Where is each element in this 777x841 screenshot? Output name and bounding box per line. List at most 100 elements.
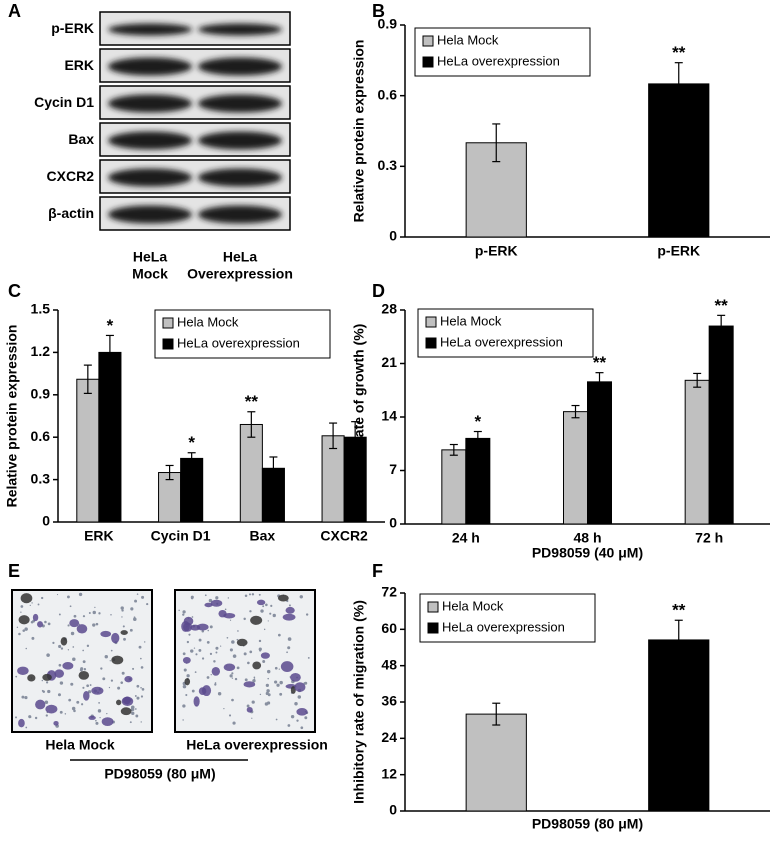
- legend-label: HeLa overexpression: [442, 619, 565, 634]
- y-tick-label: 0: [389, 802, 397, 818]
- speck: [135, 708, 137, 710]
- cell: [20, 593, 33, 604]
- speck: [215, 596, 219, 600]
- panel-label: F: [372, 561, 383, 581]
- cell: [211, 667, 221, 676]
- speck: [58, 644, 62, 649]
- cell: [37, 621, 43, 628]
- speck: [79, 668, 83, 672]
- speck: [236, 638, 239, 641]
- band: [108, 94, 192, 113]
- x-axis-title: PD98059 (80 μM): [532, 816, 643, 832]
- bar: [98, 351, 122, 523]
- speck: [265, 683, 269, 688]
- x-tick-label: ERK: [84, 528, 114, 544]
- cell: [69, 619, 80, 628]
- speck: [286, 651, 288, 654]
- speck: [18, 632, 21, 636]
- speck: [110, 649, 113, 652]
- speck: [274, 680, 278, 684]
- speck: [15, 716, 17, 719]
- cell: [120, 707, 132, 716]
- speck: [231, 672, 234, 675]
- y-tick-label: 0.9: [31, 386, 51, 402]
- speck: [209, 625, 213, 629]
- speck: [132, 667, 135, 670]
- y-tick-label: 24: [381, 729, 397, 745]
- speck: [82, 660, 86, 664]
- speck: [272, 613, 276, 618]
- legend-label: Hela Mock: [440, 313, 502, 328]
- speck: [136, 696, 140, 700]
- cell: [60, 637, 68, 646]
- speck: [37, 603, 40, 606]
- speck: [81, 703, 84, 706]
- speck: [182, 719, 184, 721]
- x-tick-label: p-ERK: [657, 243, 700, 259]
- band: [108, 57, 192, 76]
- speck: [185, 694, 188, 697]
- x-tick-label: 48 h: [573, 530, 601, 546]
- cell: [196, 623, 209, 631]
- speck: [72, 657, 76, 662]
- cell: [246, 706, 253, 713]
- blot-row-label: CXCR2: [47, 168, 95, 184]
- speck: [297, 695, 302, 699]
- speck: [226, 636, 229, 639]
- speck: [227, 597, 230, 599]
- speck: [122, 625, 125, 628]
- lane-label: Overexpression: [187, 266, 293, 282]
- cell: [101, 717, 114, 726]
- bar: [708, 325, 734, 525]
- speck: [44, 620, 47, 624]
- cell: [123, 696, 131, 705]
- speck: [247, 661, 250, 665]
- speck: [260, 609, 264, 613]
- speck: [82, 615, 86, 618]
- speck: [144, 641, 146, 643]
- y-tick-label: 48: [381, 656, 397, 672]
- speck: [182, 613, 185, 616]
- speck: [67, 649, 70, 651]
- cell: [17, 666, 29, 675]
- y-axis-title: Relative protein expression: [351, 40, 367, 223]
- speck: [201, 657, 205, 660]
- cell: [100, 630, 112, 638]
- bar: [76, 378, 100, 523]
- y-tick-label: 0.6: [378, 86, 398, 102]
- cell: [62, 662, 74, 670]
- speck: [188, 633, 191, 636]
- speck: [178, 609, 180, 612]
- cell: [282, 613, 296, 621]
- speck: [190, 649, 194, 653]
- legend-swatch: [162, 338, 174, 350]
- speck: [186, 640, 190, 644]
- legend-swatch: [425, 337, 437, 349]
- speck: [121, 616, 123, 618]
- speck: [195, 653, 198, 656]
- speck: [141, 688, 145, 691]
- band: [108, 205, 192, 224]
- speck: [278, 668, 280, 670]
- speck: [76, 700, 80, 704]
- cell: [290, 673, 301, 682]
- y-tick-label: 1.2: [31, 343, 51, 359]
- speck: [234, 677, 238, 681]
- cell: [260, 652, 270, 659]
- speck: [294, 702, 298, 706]
- speck: [229, 619, 232, 621]
- speck: [129, 628, 133, 632]
- speck: [41, 689, 44, 692]
- treatment-label: PD98059 (80 μM): [104, 766, 215, 782]
- speck: [120, 606, 124, 610]
- y-tick-label: 0.3: [378, 157, 398, 173]
- speck: [252, 679, 256, 683]
- speck: [22, 629, 26, 632]
- speck: [130, 608, 133, 611]
- bar: [684, 379, 710, 525]
- speck: [67, 595, 70, 599]
- speck: [133, 616, 136, 619]
- cell: [91, 686, 104, 695]
- speck: [265, 603, 268, 607]
- y-tick-label: 36: [381, 693, 397, 709]
